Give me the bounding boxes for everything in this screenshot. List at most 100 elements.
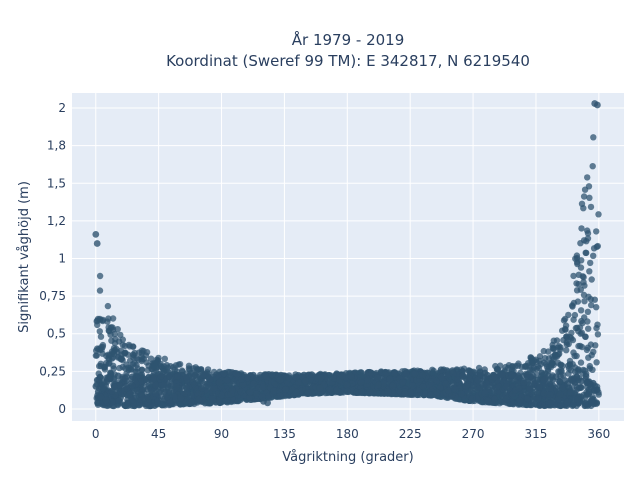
data-point	[574, 298, 582, 305]
data-point	[92, 231, 100, 238]
data-point	[97, 362, 105, 370]
data-point	[104, 302, 112, 310]
data-point	[484, 397, 492, 405]
data-point	[581, 298, 588, 305]
data-point	[391, 370, 398, 377]
data-point	[540, 390, 548, 398]
data-point	[594, 331, 602, 338]
data-point	[419, 383, 427, 391]
data-point	[238, 376, 245, 383]
data-point	[585, 293, 592, 300]
data-point	[445, 387, 452, 394]
data-point	[449, 369, 457, 377]
data-point	[124, 399, 131, 407]
data-point	[402, 370, 410, 378]
data-point	[244, 374, 251, 382]
x-axis-title: Vågriktning (grader)	[282, 450, 413, 465]
data-point	[552, 373, 560, 381]
data-point	[150, 375, 157, 383]
data-point	[593, 228, 600, 235]
data-point	[333, 386, 341, 394]
x-tick-label: 45	[151, 427, 166, 441]
x-tick-label: 270	[462, 427, 485, 441]
data-point	[528, 401, 535, 409]
data-point	[316, 384, 324, 392]
data-point	[590, 134, 597, 141]
chart-subtitle: Koordinat (Sweref 99 TM): E 342817, N 62…	[166, 52, 530, 70]
data-point	[292, 388, 300, 396]
data-point	[138, 347, 146, 354]
data-point	[304, 389, 312, 397]
data-point	[577, 377, 585, 385]
data-point	[373, 374, 381, 382]
data-point	[99, 317, 107, 325]
data-point	[116, 364, 123, 372]
data-point	[105, 355, 112, 362]
data-point	[98, 344, 105, 351]
x-gridlines	[95, 93, 600, 421]
data-point	[587, 203, 595, 211]
data-point	[375, 381, 382, 389]
data-point	[570, 401, 577, 409]
data-point	[550, 337, 557, 344]
data-point	[252, 390, 260, 397]
data-point	[96, 272, 104, 280]
data-point	[581, 367, 588, 374]
data-point	[154, 398, 161, 405]
data-point	[250, 380, 258, 387]
data-point	[532, 356, 540, 363]
data-point	[121, 374, 129, 382]
data-point	[566, 333, 574, 341]
y-tick-label: 0,75	[39, 289, 66, 303]
data-point	[589, 163, 596, 170]
data-point	[534, 390, 541, 397]
data-point	[566, 389, 574, 396]
data-point	[97, 333, 105, 340]
data-point	[187, 398, 195, 406]
data-point	[566, 361, 573, 368]
data-point	[432, 377, 440, 385]
data-point	[586, 268, 593, 275]
data-point	[571, 352, 578, 360]
data-point	[348, 379, 356, 387]
y-tick-labels: 0 0,25 0,5 0,75 1 1,2 1,5 1,8 2	[39, 101, 66, 416]
data-point	[502, 383, 510, 390]
data-point	[474, 376, 481, 384]
data-point	[534, 363, 542, 370]
data-point	[540, 376, 548, 384]
data-point	[502, 363, 509, 371]
data-point	[491, 373, 499, 381]
data-point	[216, 379, 224, 387]
data-point	[102, 396, 110, 404]
data-point	[584, 230, 592, 237]
data-point	[147, 355, 155, 362]
x-tick-label: 315	[525, 427, 548, 441]
data-point	[389, 382, 397, 390]
data-point	[579, 319, 586, 327]
data-point	[161, 355, 168, 362]
data-point	[249, 371, 257, 379]
data-point	[152, 381, 160, 389]
data-point	[491, 395, 498, 403]
data-point	[570, 272, 577, 280]
data-point	[555, 351, 562, 358]
data-point	[105, 315, 112, 322]
data-point	[588, 397, 596, 405]
data-point	[495, 382, 502, 390]
data-point	[468, 395, 476, 402]
data-point	[516, 396, 524, 404]
data-point	[520, 379, 528, 386]
data-point	[481, 389, 489, 397]
data-point	[577, 359, 585, 366]
data-point	[173, 383, 181, 391]
data-point	[594, 321, 601, 328]
data-point	[581, 314, 588, 321]
data-point	[454, 376, 461, 383]
data-point	[582, 372, 590, 380]
data-point	[285, 374, 293, 382]
data-point	[593, 359, 600, 366]
data-point	[237, 388, 245, 396]
data-point	[144, 393, 152, 401]
data-point	[166, 373, 173, 380]
